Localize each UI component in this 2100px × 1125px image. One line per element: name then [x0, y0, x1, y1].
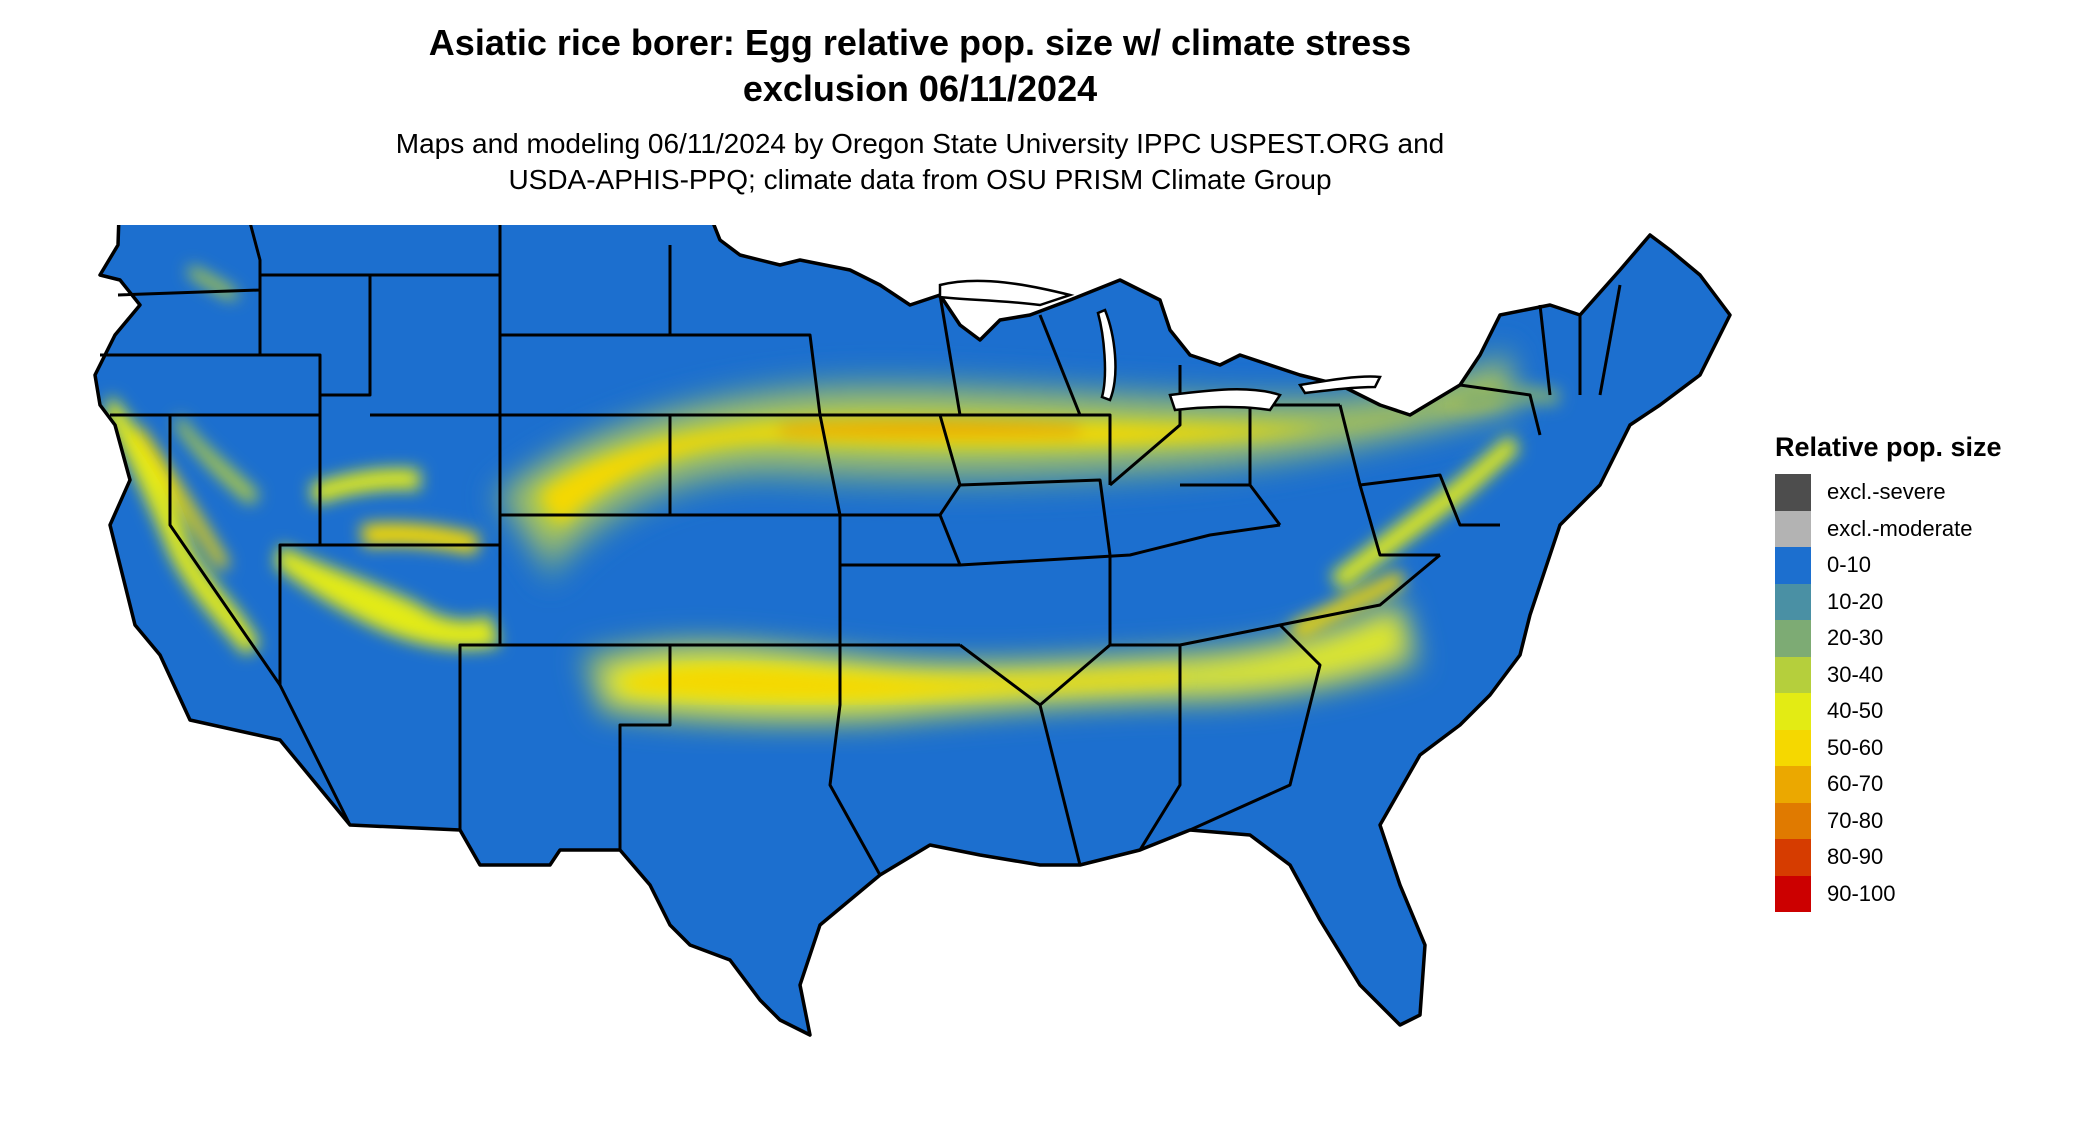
legend-row: 80-90: [1775, 839, 2075, 876]
legend-swatch: [1775, 729, 1811, 766]
legend-row: 0-10: [1775, 547, 2075, 584]
legend-label: 0-10: [1827, 552, 1872, 578]
legend-swatch: [1775, 875, 1811, 912]
great-lakes: [938, 279, 1382, 412]
legend-row: excl.-severe: [1775, 474, 2075, 511]
legend-label: excl.-moderate: [1827, 515, 1973, 541]
legend-swatch: [1775, 802, 1811, 839]
legend-label: 10-20: [1827, 588, 1884, 614]
legend-swatch: [1775, 766, 1811, 803]
legend-row: 70-80: [1775, 802, 2075, 839]
legend-swatch: [1775, 620, 1811, 657]
legend-label: 70-80: [1827, 807, 1884, 833]
legend-label: 40-50: [1827, 698, 1884, 724]
legend-row: 60-70: [1775, 766, 2075, 803]
legend: Relative pop. size excl.-severe excl.-mod…: [1775, 430, 2075, 912]
legend-label: excl.-severe: [1827, 479, 1946, 505]
legend-label: 60-70: [1827, 771, 1884, 797]
legend-label: 50-60: [1827, 734, 1884, 760]
map-title-line1: Asiatic rice borer: Egg relative pop. si…: [428, 22, 1412, 63]
legend-label: 30-40: [1827, 661, 1884, 687]
legend-label: 90-100: [1827, 880, 1896, 906]
legend-title: Relative pop. size: [1775, 432, 2002, 462]
state-borders: [93, 178, 1732, 1037]
legend-row: 10-20: [1775, 583, 2075, 620]
legend-row: excl.-moderate: [1775, 510, 2075, 547]
legend-swatch: [1775, 839, 1811, 876]
us-map-svg: [93, 178, 1732, 1037]
legend-rows: excl.-severe excl.-moderate 0-10 10-20 20-30…: [1775, 474, 2075, 912]
legend-swatch: [1775, 583, 1811, 620]
legend-row: 40-50: [1775, 693, 2075, 730]
legend-swatch: [1775, 656, 1811, 693]
legend-row: 30-40: [1775, 656, 2075, 693]
us-map: [80, 178, 1740, 1125]
title-block: Asiatic rice borer: Egg relative pop. si…: [0, 20, 1840, 198]
legend-label: 20-30: [1827, 625, 1884, 651]
legend-label: 80-90: [1827, 844, 1884, 870]
map-subtitle-line2: USDA-APHIS-PPQ; climate data from OSU PR…: [508, 164, 1332, 195]
legend-swatch: [1775, 474, 1811, 511]
legend-row: 20-30: [1775, 620, 2075, 657]
legend-swatch: [1775, 547, 1811, 584]
legend-row: 50-60: [1775, 729, 2075, 766]
map-title-line2: exclusion 06/11/2024: [742, 68, 1098, 109]
legend-row: 90-100: [1775, 875, 2075, 912]
map-subtitle-line1: Maps and modeling 06/11/2024 by Oregon S…: [395, 128, 1445, 159]
legend-swatch: [1775, 510, 1811, 547]
legend-swatch: [1775, 693, 1811, 730]
